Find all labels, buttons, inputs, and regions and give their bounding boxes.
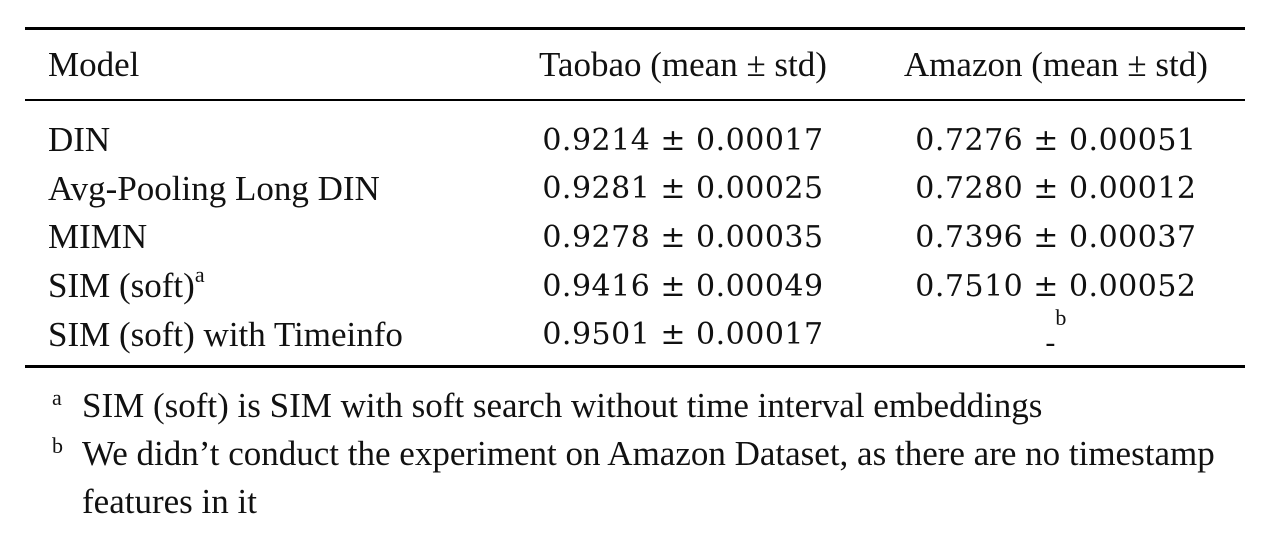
model-name: Avg-Pooling Long DIN [48,168,380,208]
model-cell: SIM (soft) with Timeinfo [25,310,499,359]
header-amazon: Amazon (mean ± std) [903,44,1208,84]
model-name: SIM (soft) [48,266,195,306]
taobao-cell: 0.9281 ± 0.00025 [542,171,824,207]
model-cell: DIN [25,116,499,165]
header-taobao: Taobao (mean ± std) [539,44,827,84]
table-row: SIM (soft) with Timeinfo 0.9501 ± 0.0001… [25,305,1245,359]
model-name: DIN [48,120,111,160]
footnote-mark-a: a [194,262,205,288]
header-rule [25,99,1245,101]
amazon-cell-missing: -b [867,305,1245,359]
model-cell: Avg-Pooling Long DIN [25,165,499,214]
footnote-text: We didn’t conduct the experiment on Amaz… [82,434,1215,521]
model-cell: SIM (soft)a [25,262,499,311]
bottom-rule [25,365,1245,368]
missing-value-dash: - [1045,325,1056,359]
model-name: MIMN [48,217,148,257]
header-model: Model [48,44,140,84]
footnote-label: a [52,385,62,410]
results-table: Model Taobao (mean ± std) Amazon (mean ±… [25,30,1245,359]
model-cell: MIMN [25,213,499,262]
table-footnotes: a SIM (soft) is SIM with soft search wit… [52,382,1252,526]
footnote-b: b We didn’t conduct the experiment on Am… [52,430,1252,526]
amazon-cell-best: 0.7510 ± 0.00052 [915,268,1197,304]
table-header-row: Model Taobao (mean ± std) Amazon (mean ±… [25,30,1245,99]
amazon-cell: 0.7276 ± 0.00051 [915,122,1197,158]
table-row: DIN 0.9214 ± 0.00017 0.7276 ± 0.00051 [25,116,1245,165]
table-row: MIMN 0.9278 ± 0.00035 0.7396 ± 0.00037 [25,213,1245,262]
footnote-text: SIM (soft) is SIM with soft search witho… [82,386,1043,425]
top-rule [25,27,1245,30]
table-row: SIM (soft)a 0.9416 ± 0.00049 0.7510 ± 0.… [25,262,1245,311]
amazon-cell: 0.7280 ± 0.00012 [915,171,1197,207]
footnote-a: a SIM (soft) is SIM with soft search wit… [52,382,1252,430]
amazon-cell: 0.7396 ± 0.00037 [915,219,1197,255]
table-row: Avg-Pooling Long DIN 0.9281 ± 0.00025 0.… [25,165,1245,214]
footnote-mark-b: b [1055,304,1067,330]
model-name: SIM (soft) with Timeinfo [48,314,403,354]
taobao-cell: 0.9214 ± 0.00017 [542,122,824,158]
taobao-cell-best: 0.9501 ± 0.00017 [542,317,824,353]
footnote-label: b [52,433,63,458]
taobao-cell: 0.9278 ± 0.00035 [542,219,824,255]
taobao-cell: 0.9416 ± 0.00049 [542,268,824,304]
